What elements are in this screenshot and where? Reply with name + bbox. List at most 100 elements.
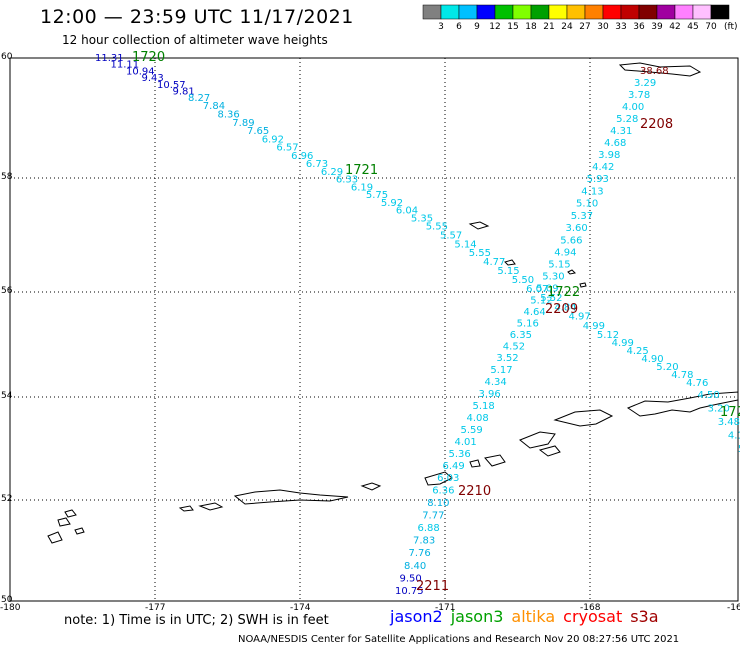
- wave-height-value: 7.83: [413, 536, 435, 547]
- wave-height-value: 8.27: [188, 93, 210, 104]
- wave-height-value: 10.94: [126, 66, 155, 77]
- wave-height-value: 3.20: [708, 404, 730, 415]
- wave-height-value: 7.84: [203, 101, 225, 112]
- wave-height-value: 5.14: [454, 239, 476, 250]
- wave-height-value: 5.75: [366, 190, 388, 201]
- color-scale-swatch: [566, 4, 586, 20]
- track-time-label: 172: [720, 405, 740, 420]
- latitude-label: 60: [1, 52, 13, 62]
- color-scale-tick: 30: [597, 22, 609, 32]
- wave-height-value: 4.77: [483, 257, 505, 268]
- wave-height-value: 5.55: [469, 248, 491, 259]
- color-scale-swatch: [692, 4, 712, 20]
- color-scale-tick: 9: [474, 22, 480, 32]
- color-scale-unit: (ft): [724, 22, 738, 32]
- latitude-label: 52: [1, 494, 13, 504]
- latitude-label: 50: [1, 595, 13, 605]
- color-scale-swatch: [674, 4, 694, 20]
- track-time-label: 2209: [545, 302, 578, 317]
- coastline: [47, 62, 739, 544]
- footer-credit: NOAA/NESDIS Center for Satellite Applica…: [238, 634, 680, 645]
- color-scale-tick: 3: [438, 22, 444, 32]
- color-scale-swatch: [710, 4, 730, 20]
- color-scale-swatch: [530, 4, 550, 20]
- wave-height-value: 38.68: [640, 66, 669, 77]
- wave-height-value: 4.68: [604, 138, 626, 149]
- wave-height-value: 5.12: [597, 330, 619, 341]
- wave-height-value: 5.09: [536, 283, 558, 294]
- color-scale-swatch: [440, 4, 460, 20]
- wave-height-value: 6.88: [418, 523, 440, 534]
- color-scale-tick: 12: [489, 22, 501, 32]
- wave-height-value: 5.57: [440, 230, 462, 241]
- wave-height-value: 6.29: [321, 167, 343, 178]
- color-scale-swatch: [512, 4, 532, 20]
- wave-height-value: 4.99: [583, 321, 605, 332]
- track-time-label: 2210: [458, 484, 491, 499]
- wave-height-value: 6.96: [291, 151, 313, 162]
- wave-height-value: 3.60: [566, 223, 588, 234]
- color-scale-swatch: [656, 4, 676, 20]
- wave-height-value: 3.98: [598, 150, 620, 161]
- wave-height-value: 6.33: [336, 175, 358, 186]
- wave-height-value: 4.78: [671, 370, 693, 381]
- wave-height-value: 5.30: [542, 272, 564, 283]
- satellite-legend-entry: s3a: [630, 607, 659, 626]
- color-scale-tick: 70: [705, 22, 717, 32]
- wave-height-value: 5.17: [490, 365, 512, 376]
- longitude-label: -180: [0, 603, 21, 613]
- wave-height-value: 11.31: [95, 53, 124, 64]
- wave-height-value: 8.10: [427, 498, 449, 509]
- wave-height-value: 5.35: [411, 213, 433, 224]
- satellite-legend-entry: jason3: [450, 607, 504, 626]
- latitude-label: 58: [1, 172, 13, 182]
- wave-height-value: 5.12: [530, 295, 552, 306]
- wave-height-value: 3.96: [479, 389, 501, 400]
- track-time-labels: 1720 1721 1722 172 2208 2209 2210 2211: [132, 50, 740, 594]
- wave-height-value: 6.36: [432, 486, 454, 497]
- wave-height-value: 4.01: [455, 437, 477, 448]
- color-scale-swatch: [494, 4, 514, 20]
- wave-height-value: 4.84: [554, 302, 576, 313]
- wave-height-value: 6.03: [437, 473, 459, 484]
- wave-height-value: 5.92: [381, 198, 403, 209]
- wave-height-value: 6.04: [396, 206, 418, 217]
- wave-height-value: 4.64: [524, 307, 546, 318]
- wave-height-value: 4.97: [569, 312, 591, 323]
- color-scale-swatch: [638, 4, 658, 20]
- wave-height-value: 9.43: [142, 73, 164, 84]
- chart-title: 12:00 — 23:59 UTC 11/17/2021: [40, 6, 354, 28]
- wave-height-value: 10.75: [395, 586, 424, 597]
- longitude-label: -168: [580, 603, 601, 613]
- wave-height-value: 4.50: [698, 390, 720, 401]
- color-scale-swatch: [602, 4, 622, 20]
- color-scale-swatch: [584, 4, 604, 20]
- wave-height-value: 9.81: [173, 87, 195, 98]
- wave-height-value: 5.15: [548, 260, 570, 271]
- wave-height-value: 5.66: [560, 236, 582, 247]
- color-scale-swatch: [458, 4, 478, 20]
- color-scale-tick: 21: [543, 22, 555, 32]
- color-scale-tick: 45: [687, 22, 699, 32]
- wave-height-value: 5.10: [576, 199, 598, 210]
- color-scale-tick: 18: [525, 22, 537, 32]
- satellite-legend-entry: altika: [511, 607, 556, 626]
- graticule: [10, 58, 738, 601]
- wave-height-value: 6.57: [276, 143, 298, 154]
- color-scale-tick: 24: [561, 22, 573, 32]
- wave-height-values: 11.3111.1110.949.4310.579.818.277.848.36…: [95, 53, 740, 597]
- wave-height-value: 9.50: [400, 573, 422, 584]
- wave-height-value: 4.08: [467, 413, 489, 424]
- longitude-label: -165: [727, 603, 740, 613]
- wave-height-value: 3.52: [496, 353, 518, 364]
- wave-height-value: 3.29: [634, 78, 656, 89]
- wave-height-value: 4.13: [581, 186, 603, 197]
- latitude-label: 56: [1, 286, 13, 296]
- wave-height-value: 8.40: [404, 561, 426, 572]
- wave-height-value: 5.37: [571, 211, 593, 222]
- wave-height-value: 4.34: [485, 377, 507, 388]
- color-scale-tick: 15: [507, 22, 519, 32]
- wave-height-value: 7.89: [232, 118, 254, 129]
- track-time-label: 1722: [547, 285, 580, 300]
